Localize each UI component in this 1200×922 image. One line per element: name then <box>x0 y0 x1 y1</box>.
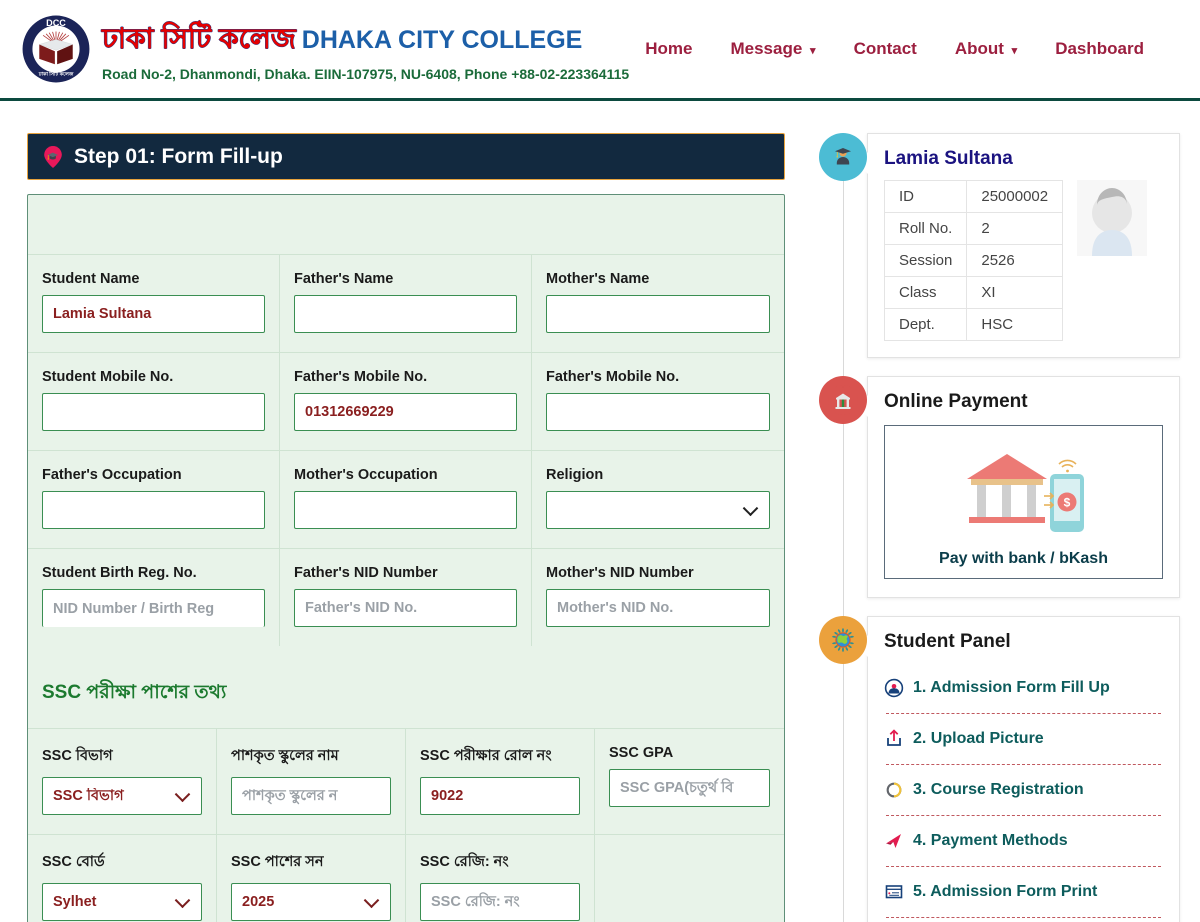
svg-text:$: $ <box>1063 496 1070 510</box>
svg-text:DCC: DCC <box>46 18 66 28</box>
